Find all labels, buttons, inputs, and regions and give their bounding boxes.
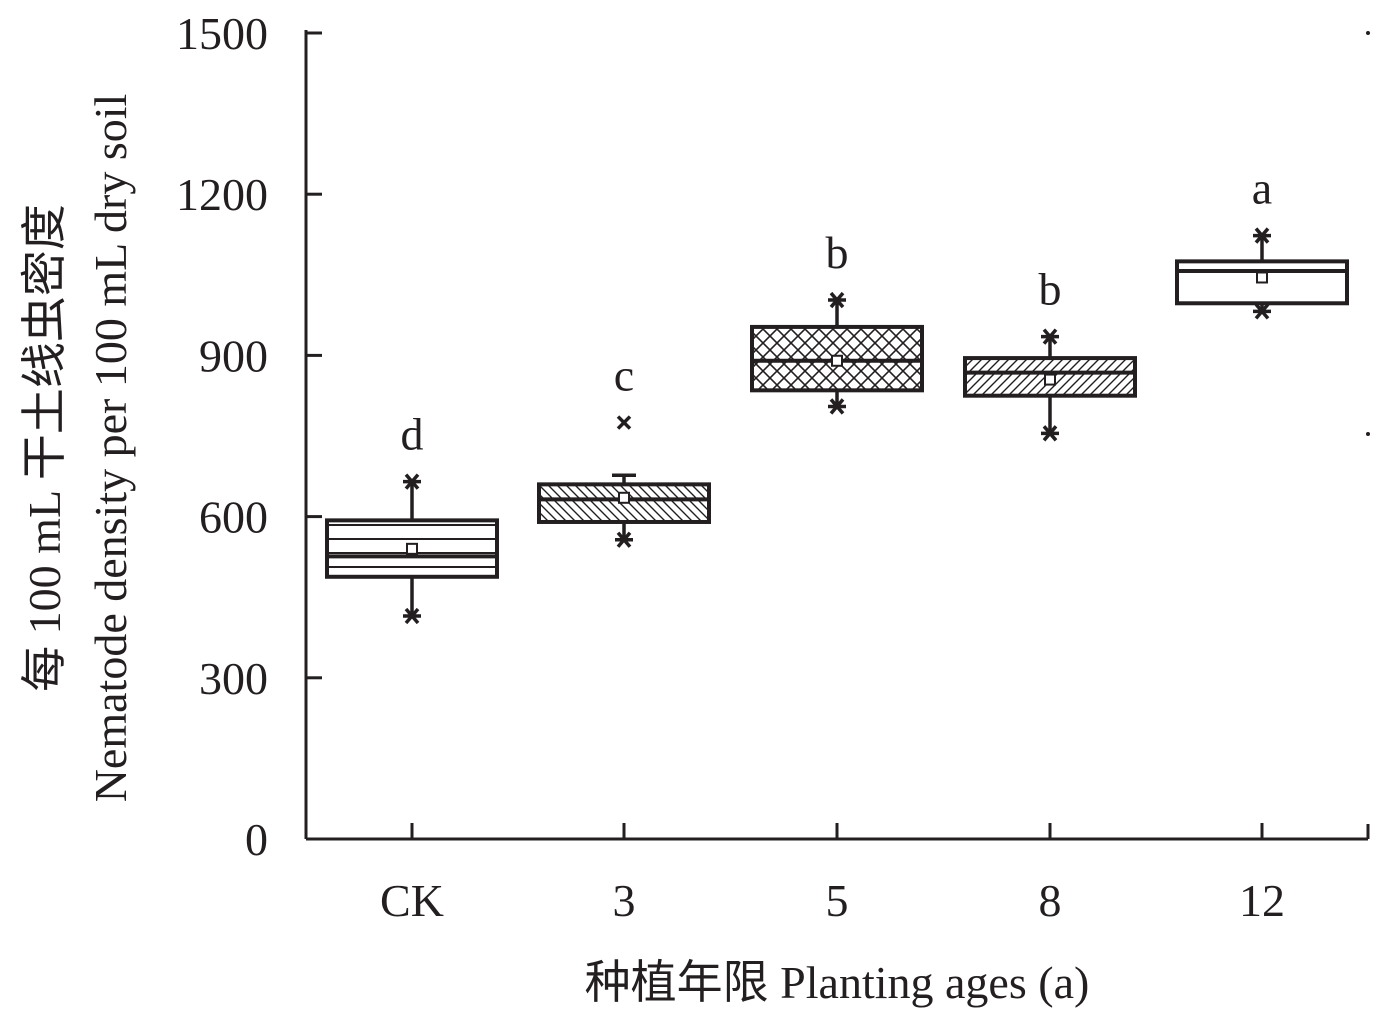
whisker-min-marker [828, 398, 846, 415]
marker-stroke [404, 473, 420, 490]
y-tick-label: 900 [199, 330, 268, 381]
marker-stroke [616, 415, 632, 430]
x-tick-label: 3 [613, 875, 636, 926]
y-ticks: 0 300 600 900 1200 1500 [176, 8, 322, 865]
mean-marker [1044, 373, 1056, 386]
significance-letter: a [1252, 163, 1272, 214]
whisker-min-marker [1041, 425, 1059, 442]
y-tick-label: 300 [199, 653, 268, 704]
y-tick-label: 600 [199, 492, 268, 543]
y-axis-label: Nematode density per 100 mL dry soil 每 1… [19, 94, 136, 803]
marker-stroke [829, 291, 845, 309]
box-body [750, 324, 924, 393]
significance-letter: b [1039, 264, 1062, 315]
mean-marker [406, 542, 418, 555]
x-tick-label: CK [380, 875, 444, 926]
mean-marker [618, 491, 630, 504]
marker-stroke [1042, 425, 1058, 442]
box-group: a [1175, 163, 1349, 320]
whisker-max-marker [828, 291, 846, 309]
marker-stroke [404, 607, 420, 625]
whisker-max-marker [403, 473, 421, 490]
x-ticks: CK 3 5 8 12 [380, 823, 1285, 926]
outlier-marker [616, 415, 632, 430]
significance-letter: c [614, 350, 634, 401]
y-axis-label-english: Nematode density per 100 mL dry soil [85, 94, 136, 803]
box-group: b [750, 227, 924, 415]
significance-letter: d [401, 409, 424, 460]
y-tick-label: 1500 [176, 8, 268, 59]
x-axis-label: 种植年限 Planting ages (a) [585, 957, 1090, 1008]
whisker-min-marker [1253, 303, 1271, 320]
whisker-min-marker [403, 607, 421, 625]
x-tick-label: 12 [1239, 875, 1285, 926]
axes [304, 30, 1370, 841]
box-group: b [963, 264, 1137, 442]
boxes: d c b b a [325, 163, 1349, 625]
mean-marker [831, 354, 843, 367]
box-group: c [537, 350, 711, 548]
y-tick-label: 0 [245, 814, 268, 865]
y-axis-label-chinese: 每 100 mL 干土线虫密度 [19, 204, 70, 692]
marker-stroke [1254, 227, 1270, 244]
box-group: d [325, 409, 499, 625]
marker-stroke [1254, 303, 1270, 320]
whisker-max-marker [1253, 227, 1271, 244]
marker-stroke [829, 398, 845, 415]
marker-stroke [1042, 328, 1058, 345]
x-tick-label: 8 [1039, 875, 1062, 926]
y-tick-label: 1200 [176, 169, 268, 220]
whisker-max-marker [1041, 328, 1059, 345]
right-axis-mark-750 [1366, 432, 1370, 436]
whisker-min-marker [615, 531, 633, 548]
x-tick-label: 5 [826, 875, 849, 926]
mean-marker [1256, 271, 1268, 284]
significance-letter: b [826, 227, 849, 278]
marker-stroke [616, 531, 632, 548]
right-axis-mark-1500 [1366, 31, 1370, 35]
